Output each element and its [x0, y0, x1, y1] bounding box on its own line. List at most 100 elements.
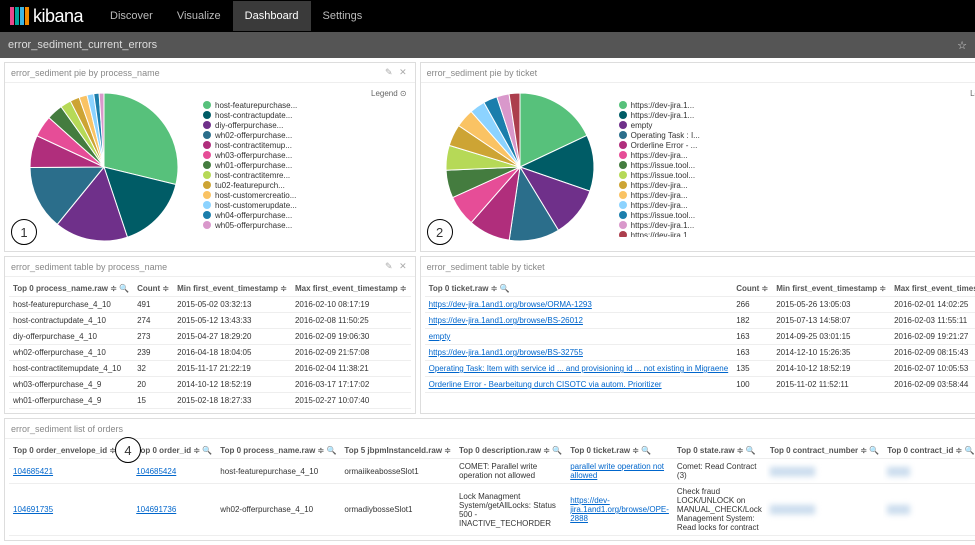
table-row: host-contractitemupdate_4_10322015-11-17…: [9, 361, 411, 377]
legend-item[interactable]: https://issue.tool...: [619, 160, 975, 170]
nav-dashboard[interactable]: Dashboard: [233, 1, 311, 31]
dashboard: error_sediment pie by process_name ✎ ✕ L…: [0, 58, 975, 545]
col-header[interactable]: Max first_event_timestamp ≑: [890, 281, 975, 297]
table-row: 104691735104691736wh02-offerpurchase_4_1…: [9, 484, 975, 536]
pie-chart[interactable]: [9, 87, 199, 247]
panel-title: error_sediment pie by process_name: [11, 68, 160, 78]
legend-item[interactable]: wh05-offerpurchase...: [203, 220, 407, 230]
logo-text: kibana: [33, 6, 83, 27]
legend-item[interactable]: wh03-offerpurchase...: [203, 150, 407, 160]
search-text[interactable]: error_sediment_current_errors: [8, 39, 157, 51]
link[interactable]: https://dev-jira.1and1.org/browse/BS-260…: [429, 316, 583, 325]
nav-discover[interactable]: Discover: [98, 1, 165, 31]
legend-item[interactable]: https://dev-jira...: [619, 200, 975, 210]
col-header[interactable]: Top 0 order_envelope_id ≑ 🔍: [9, 443, 132, 459]
legend-item[interactable]: host-featurepurchase...: [203, 100, 407, 110]
table-row: wh01-offerpurchase_4_9152015-02-18 18:27…: [9, 393, 411, 409]
col-header[interactable]: Top 5 jbpmInstanceId.raw ≑: [340, 443, 455, 459]
table-row: https://dev-jira.1and1.org/browse/BS-260…: [425, 313, 975, 329]
table-row: 104685421104685424host-featurepurchase_4…: [9, 459, 975, 484]
nav-visualize[interactable]: Visualize: [165, 1, 233, 31]
panel-controls[interactable]: ✎ ✕: [385, 261, 409, 272]
table-row: wh03-offerpurchase_4_9202014-10-12 18:52…: [9, 377, 411, 393]
col-header[interactable]: Top 0 order_id ≑ 🔍: [132, 443, 216, 459]
col-header[interactable]: Count ≑: [732, 281, 772, 297]
legend-item[interactable]: https://dev-jira.1...: [619, 100, 975, 110]
table-panel-process: error_sediment table by process_name ✎ ✕…: [4, 256, 416, 414]
orders-panel: error_sediment list of orders ✎ ✕ 4 Top …: [4, 418, 975, 541]
pie-chart[interactable]: [425, 87, 615, 247]
table-row: Operating Task: Item with service id ...…: [425, 361, 975, 377]
legend-item[interactable]: https://issue.tool...: [619, 210, 975, 220]
legend-item[interactable]: host-contractitemup...: [203, 140, 407, 150]
col-header[interactable]: Top 0 contract_number ≑ 🔍: [766, 443, 883, 459]
table-panel-ticket: error_sediment table by ticket ✎ ✕ Top 0…: [420, 256, 975, 414]
col-header[interactable]: Top 0 process_name.raw ≑ 🔍: [216, 443, 340, 459]
legend-item[interactable]: diy-offerpurchase...: [203, 120, 407, 130]
col-header[interactable]: Min first_event_timestamp ≑: [173, 281, 291, 297]
col-header[interactable]: Max first_event_timestamp ≑: [291, 281, 411, 297]
nav: DiscoverVisualizeDashboardSettings: [98, 1, 374, 31]
legend-item[interactable]: https://dev-jira...: [619, 150, 975, 160]
legend-item[interactable]: https://dev-jira.1...: [619, 220, 975, 230]
col-header[interactable]: Top 0 ticket.raw ≑ 🔍: [566, 443, 673, 459]
link[interactable]: Orderline Error - Bearbeitung durch CISO…: [429, 380, 662, 389]
legend-item[interactable]: host-customerupdate...: [203, 200, 407, 210]
data-table: Top 0 process_name.raw ≑ 🔍Count ≑Min fir…: [9, 281, 411, 409]
legend-item[interactable]: host-customercreatio...: [203, 190, 407, 200]
legend-item[interactable]: wh02-offerpurchase...: [203, 130, 407, 140]
legend-item[interactable]: https://dev-jira.1...: [619, 230, 975, 237]
link[interactable]: Operating Task: Item with service id ...…: [429, 364, 729, 373]
col-header[interactable]: Top 0 ticket.raw ≑ 🔍: [425, 281, 733, 297]
logo-bars: [10, 7, 29, 25]
legend: Legend ⊙https://dev-jira.1...https://dev…: [615, 87, 975, 237]
col-header[interactable]: Top 0 state.raw ≑ 🔍: [673, 443, 766, 459]
link[interactable]: 104685424: [136, 467, 176, 476]
nav-settings[interactable]: Settings: [311, 1, 375, 31]
link[interactable]: https://dev-jira.1and1.org/browse/OPE-28…: [570, 496, 669, 523]
legend: Legend ⊙host-featurepurchase...host-cont…: [199, 87, 411, 237]
table-row: diy-offerpurchase_4_102732015-04-27 18:2…: [9, 329, 411, 345]
panel-number: 4: [115, 437, 141, 463]
panel-title: error_sediment table by ticket: [427, 262, 545, 272]
link[interactable]: 104691735: [13, 505, 53, 514]
legend-item[interactable]: Operating Task : I...: [619, 130, 975, 140]
legend-item[interactable]: Orderline Error - ...: [619, 140, 975, 150]
legend-item[interactable]: wh04-offerpurchase...: [203, 210, 407, 220]
star-icon[interactable]: ☆: [957, 39, 967, 52]
legend-item[interactable]: https://dev-jira...: [619, 190, 975, 200]
col-header[interactable]: Top 0 contract_id ≑ 🔍: [883, 443, 975, 459]
legend-item[interactable]: empty: [619, 120, 975, 130]
topbar: kibana DiscoverVisualizeDashboardSetting…: [0, 0, 975, 32]
link[interactable]: https://dev-jira.1and1.org/browse/BS-327…: [429, 348, 583, 357]
col-header[interactable]: Count ≑: [133, 281, 173, 297]
table-row: https://dev-jira.1and1.org/browse/ORMA-1…: [425, 297, 975, 313]
panel-title: error_sediment table by process_name: [11, 262, 167, 272]
legend-item[interactable]: wh01-offerpurchase...: [203, 160, 407, 170]
legend-item[interactable]: tu02-featurepurch...: [203, 180, 407, 190]
logo: kibana: [10, 6, 83, 27]
legend-item[interactable]: https://issue.tool...: [619, 170, 975, 180]
col-header[interactable]: Top 0 description.raw ≑ 🔍: [455, 443, 566, 459]
panel-title: error_sediment list of orders: [11, 424, 123, 434]
panel-number: 2: [427, 219, 453, 245]
table-row: host-contractupdate_4_102742015-05-12 13…: [9, 313, 411, 329]
link[interactable]: empty: [429, 332, 451, 341]
data-table: Top 0 ticket.raw ≑ 🔍Count ≑Min first_eve…: [425, 281, 975, 393]
legend-item[interactable]: https://dev-jira...: [619, 180, 975, 190]
link[interactable]: https://dev-jira.1and1.org/browse/ORMA-1…: [429, 300, 592, 309]
pie-panel-process: error_sediment pie by process_name ✎ ✕ L…: [4, 62, 416, 252]
col-header[interactable]: Min first_event_timestamp ≑: [772, 281, 890, 297]
pie-panel-ticket: error_sediment pie by ticket ✎ ✕ Legend …: [420, 62, 975, 252]
panel-controls[interactable]: ✎ ✕: [385, 67, 409, 78]
legend-item[interactable]: host-contractitemre...: [203, 170, 407, 180]
link[interactable]: 104685421: [13, 467, 53, 476]
table-row: Orderline Error - Bearbeitung durch CISO…: [425, 377, 975, 393]
link[interactable]: 104691736: [136, 505, 176, 514]
link[interactable]: parallel write operation not allowed: [570, 462, 664, 480]
legend-item[interactable]: https://dev-jira.1...: [619, 110, 975, 120]
legend-item[interactable]: host-contractupdate...: [203, 110, 407, 120]
orders-table: Top 0 order_envelope_id ≑ 🔍Top 0 order_i…: [9, 443, 975, 536]
col-header[interactable]: Top 0 process_name.raw ≑ 🔍: [9, 281, 133, 297]
table-row: empty1632014-09-25 03:01:152016-02-09 19…: [425, 329, 975, 345]
